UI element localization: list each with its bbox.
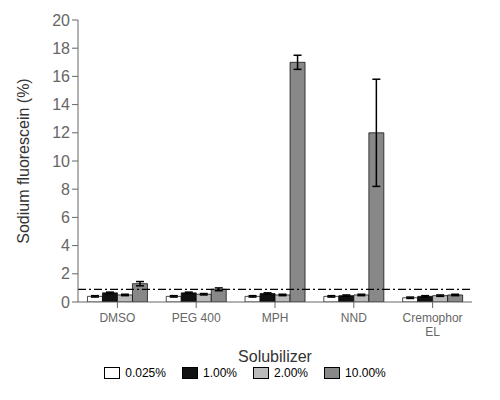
svg-text:CremophorEL: CremophorEL bbox=[403, 311, 463, 339]
html-text:2.00%: 2.00% bbox=[274, 366, 308, 380]
svg-text:8: 8 bbox=[61, 181, 70, 198]
svg-text:NND: NND bbox=[341, 311, 367, 325]
svg-text:6: 6 bbox=[61, 209, 70, 226]
svg-text:14: 14 bbox=[52, 96, 70, 113]
html-text:0.025%: 0.025% bbox=[125, 366, 166, 380]
svg-text:Sodium fluorescein (%): Sodium fluorescein (%) bbox=[15, 78, 32, 243]
html-text:10.00%: 10.00% bbox=[345, 366, 386, 380]
svg-text:16: 16 bbox=[52, 68, 70, 85]
svg-text:12: 12 bbox=[52, 124, 70, 141]
svg-text:Solubilizer: Solubilizer bbox=[238, 348, 312, 365]
svg-text:0: 0 bbox=[61, 294, 70, 311]
svg-text:18: 18 bbox=[52, 40, 70, 57]
svg-text:2: 2 bbox=[61, 265, 70, 282]
svg-text:20: 20 bbox=[52, 12, 70, 29]
svg-text:MPH: MPH bbox=[262, 311, 289, 325]
svg-text:4: 4 bbox=[61, 237, 70, 254]
svg-text:10: 10 bbox=[52, 153, 70, 170]
html-text:1.00%: 1.00% bbox=[203, 366, 237, 380]
svg-text:DMSO: DMSO bbox=[99, 311, 135, 325]
svg-text:PEG 400: PEG 400 bbox=[172, 311, 221, 325]
